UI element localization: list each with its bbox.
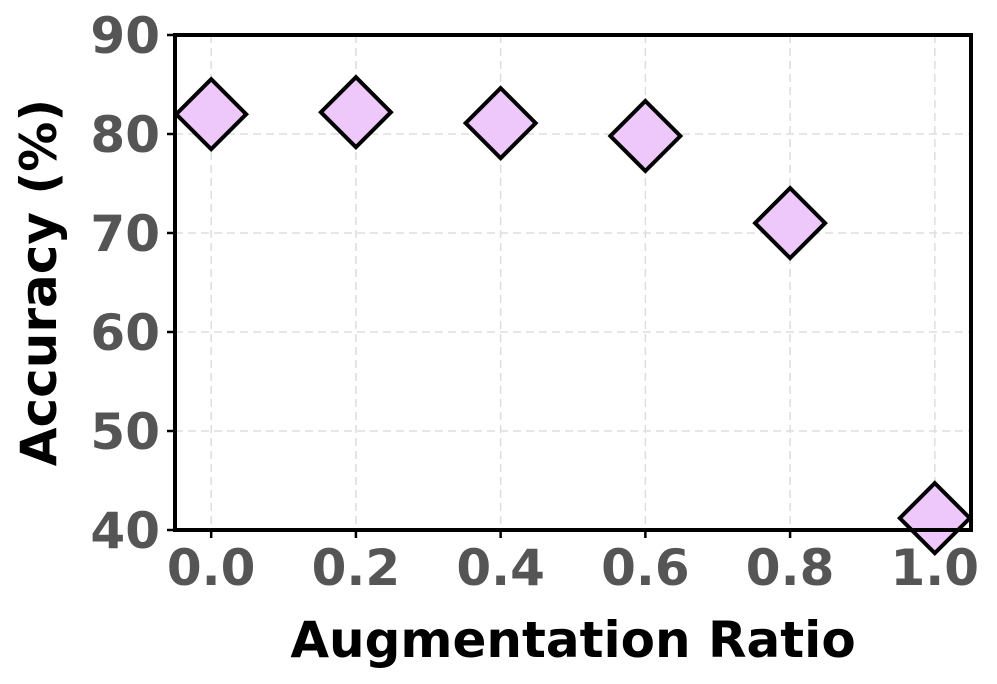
y-tick-label: 60: [90, 304, 160, 362]
data-point: [173, 76, 250, 153]
y-tick-label: 40: [90, 502, 160, 560]
data-points: [173, 74, 973, 556]
data-point: [896, 480, 973, 556]
x-tick-label: 0.2: [312, 539, 401, 597]
y-tick-label: 50: [90, 403, 160, 461]
y-axis-label: Accuracy (%): [10, 99, 68, 466]
data-point: [318, 74, 394, 151]
data-point: [607, 98, 684, 174]
x-tick-label: 0.4: [456, 539, 545, 597]
x-tick-label: 0.0: [167, 539, 256, 597]
x-tick-label: 0.8: [746, 539, 835, 597]
plot-frame: [173, 33, 973, 532]
grid: [175, 35, 971, 530]
data-point: [462, 85, 539, 161]
data-point: [752, 185, 828, 261]
x-tick-label: 0.6: [601, 539, 690, 597]
x-axis-label: Augmentation Ratio: [290, 611, 855, 669]
y-tick-label: 90: [90, 7, 160, 65]
y-tick-label: 80: [90, 106, 160, 164]
y-tick-label: 70: [90, 205, 160, 263]
